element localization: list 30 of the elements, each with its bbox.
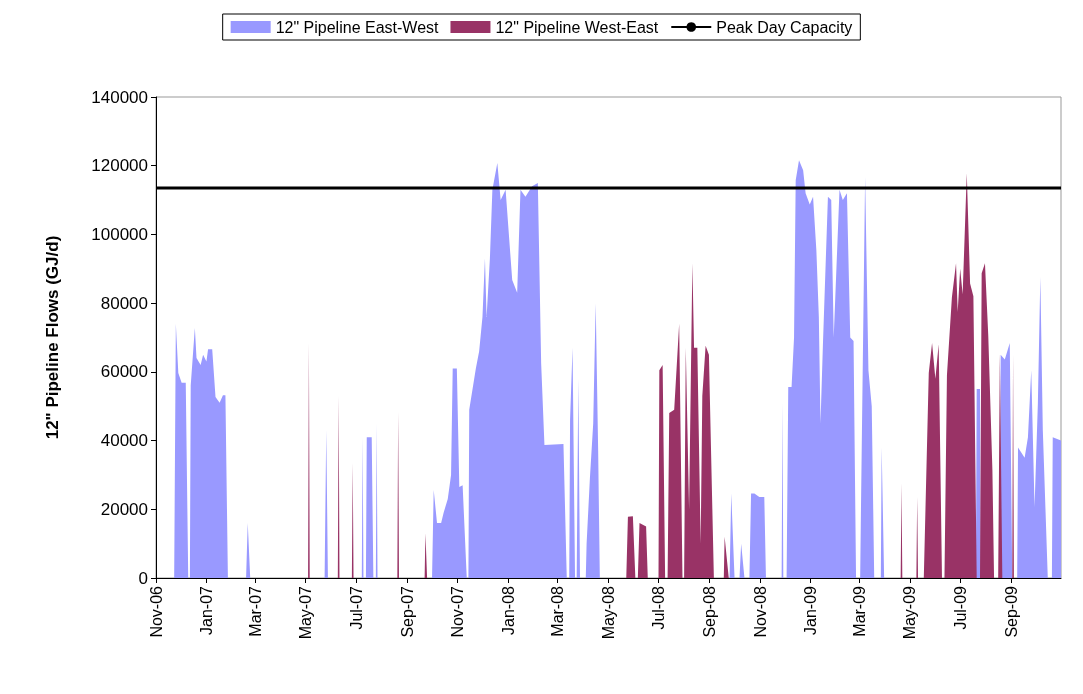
x-tick-label: May-08: [599, 585, 617, 640]
x-tick-label: May-07: [297, 585, 315, 640]
y-axis-title: 12" Pipeline Flows (GJ/d): [43, 235, 62, 440]
x-tick-label: Sep-07: [398, 585, 416, 638]
y-tick-label: 60000: [100, 362, 148, 382]
x-tick-label: Nov-06: [147, 585, 165, 638]
y-tick-label: 20000: [100, 499, 148, 519]
y-tick-label: 120000: [91, 156, 148, 176]
x-tick-label: Nov-08: [751, 585, 769, 638]
x-tick-label: Mar-07: [246, 585, 264, 637]
x-tick-label: May-09: [901, 585, 919, 640]
x-tick-label: Jan-09: [802, 585, 820, 635]
y-tick-label: 0: [138, 568, 148, 588]
y-tick-label: 140000: [91, 87, 148, 107]
legend-label: 12" Pipeline East-West: [275, 18, 440, 36]
x-tick-label: Mar-09: [850, 585, 868, 637]
y-tick-label: 40000: [100, 431, 148, 451]
y-tick-label: 100000: [91, 224, 148, 244]
x-tick-label: Nov-07: [449, 585, 467, 638]
x-tick-label: Jan-07: [197, 585, 215, 635]
x-tick-label: Jul-09: [951, 585, 969, 630]
legend-label: Peak Day Capacity: [716, 18, 853, 36]
x-tick-label: Jul-08: [650, 585, 667, 630]
x-tick-label: Sep-09: [1002, 585, 1020, 638]
y-tick-label: 80000: [100, 293, 148, 313]
x-tick-label: Jan-08: [499, 585, 517, 635]
x-tick-label: Sep-08: [701, 585, 719, 638]
legend-label: 12" Pipeline West-East: [495, 18, 659, 36]
x-tick-label: Mar-08: [549, 585, 567, 637]
x-tick-label: Jul-07: [347, 585, 365, 630]
